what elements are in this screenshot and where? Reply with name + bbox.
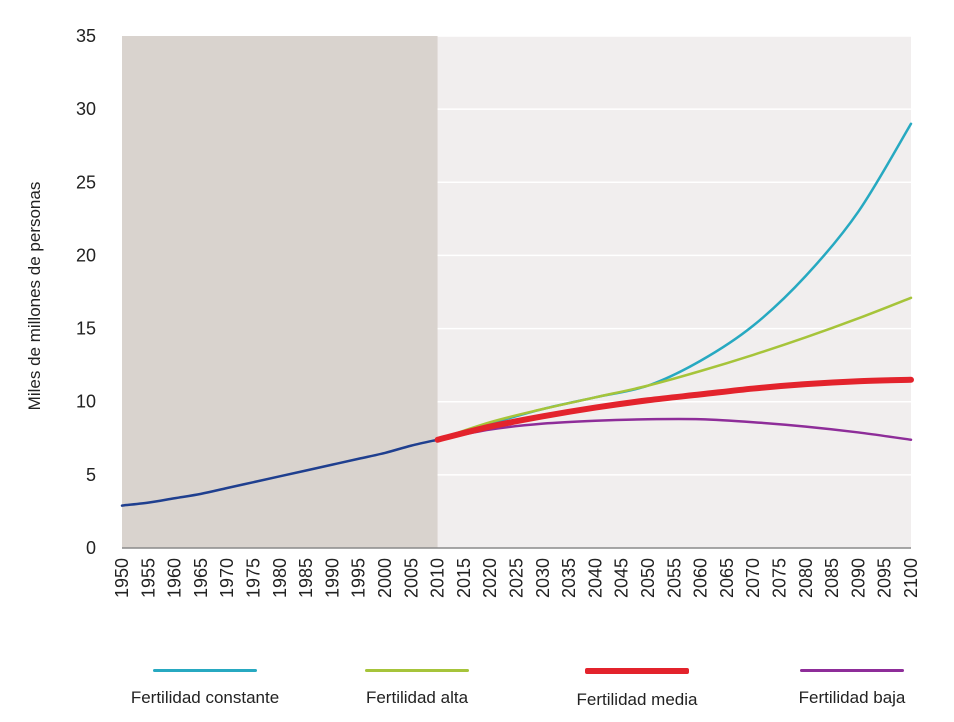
x-tick-label: 2045 [612,558,632,598]
y-tick-label: 5 [86,465,96,485]
x-tick-label: 1950 [112,558,132,598]
series-layer [120,122,914,507]
x-tick-label: 2060 [691,558,711,598]
x-tick-label: 1990 [322,558,342,598]
series-line-fertilidad-baja [436,417,913,441]
projection-background [437,36,911,548]
legend-swatch [800,669,904,672]
x-tick-label: 2035 [559,558,579,598]
legend-label: Fertilidad baja [798,688,906,707]
x-tick-label: 1980 [270,558,290,598]
x-tick-label: 2055 [664,558,684,598]
x-tick-label: 2100 [901,558,921,598]
series-line-fertilidad-alta [436,296,913,441]
x-tick-label: 2020 [480,558,500,598]
series-line-fertilidad-media [434,376,914,443]
legend-label: Fertilidad alta [365,688,469,707]
historical-background [122,36,438,548]
x-tick-label: 2090 [848,558,868,598]
y-tick-label: 25 [76,172,96,192]
x-tick-label: 1955 [138,558,158,598]
y-tick-label: 0 [86,538,96,558]
x-tick-label: 1995 [349,558,369,598]
historical-line [120,438,439,507]
legend-label: Fertilidad media [576,690,698,709]
x-tick-label: 2030 [533,558,553,598]
legend-swatch [585,668,689,674]
x-tick-label: 1965 [191,558,211,598]
x-tick-label: 2075 [770,558,790,598]
legend-swatch [365,669,469,672]
y-tick-label: 10 [76,392,96,412]
y-tick-label: 15 [76,319,96,339]
x-tick-label: 2010 [428,558,448,598]
x-tick-label: 1975 [244,558,264,598]
legend-item-fertilidad-alta: Fertilidad alta [317,660,517,708]
x-tick-label: 2070 [743,558,763,598]
legend-item-fertilidad-baja: Fertilidad baja [752,660,952,708]
x-tick-label: 2095 [875,558,895,598]
legend-swatch [153,669,257,672]
y-tick-labels: 0 5 10 15 20 25 30 35 [76,26,96,558]
x-tick-label: 1960 [165,558,185,598]
gridlines [437,35,911,476]
x-tick-label: 2025 [507,558,527,598]
x-tick-label: 2040 [585,558,605,598]
x-tick-label: 2085 [822,558,842,598]
x-tick-label: 2000 [375,558,395,598]
x-tick-label: 2050 [638,558,658,598]
x-tick-label: 1970 [217,558,237,598]
legend: Fertilidad constante Fertilidad alta Fer… [0,660,954,710]
x-tick-labels: 1950 1955 1960 1965 1970 1975 1980 1985 1990 1995… [112,558,921,598]
x-tick-label: 2065 [717,558,737,598]
legend-item-fertilidad-media: Fertilidad media [537,660,737,710]
legend-label: Fertilidad constante [130,688,280,707]
x-tick-label: 2005 [401,558,421,598]
legend-item-fertilidad-constante: Fertilidad constante [105,660,305,708]
x-tick-label: 1985 [296,558,316,598]
x-tick-label: 2015 [454,558,474,598]
y-tick-label: 35 [76,26,96,46]
y-axis-label: Miles de millones de personas [25,182,44,411]
y-tick-label: 30 [76,99,96,119]
x-tick-label: 2080 [796,558,816,598]
y-tick-label: 20 [76,245,96,265]
